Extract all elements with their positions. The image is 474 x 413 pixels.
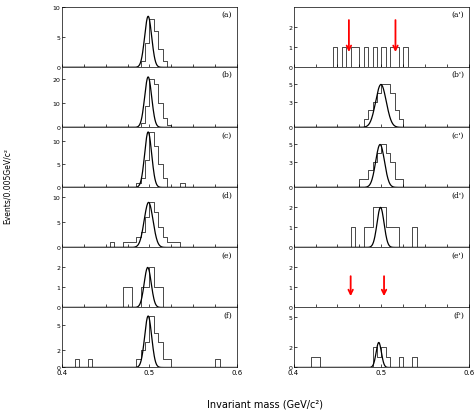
Text: (c): (c)	[222, 131, 232, 139]
Text: (d): (d)	[221, 191, 232, 199]
Text: (a): (a)	[221, 11, 232, 19]
Text: (d'): (d')	[451, 191, 464, 199]
Text: (a'): (a')	[451, 11, 464, 19]
Text: (e): (e)	[221, 251, 232, 259]
Text: (b): (b)	[221, 71, 232, 79]
Text: (f): (f)	[223, 311, 232, 319]
Text: (b'): (b')	[451, 71, 464, 79]
Text: Invariant mass (GeV/c²): Invariant mass (GeV/c²)	[208, 399, 323, 409]
Text: (e'): (e')	[451, 251, 464, 259]
Text: (f'): (f')	[453, 311, 464, 319]
Text: Events/0.005GeV/c²: Events/0.005GeV/c²	[3, 148, 11, 224]
Text: (c'): (c')	[452, 131, 464, 139]
